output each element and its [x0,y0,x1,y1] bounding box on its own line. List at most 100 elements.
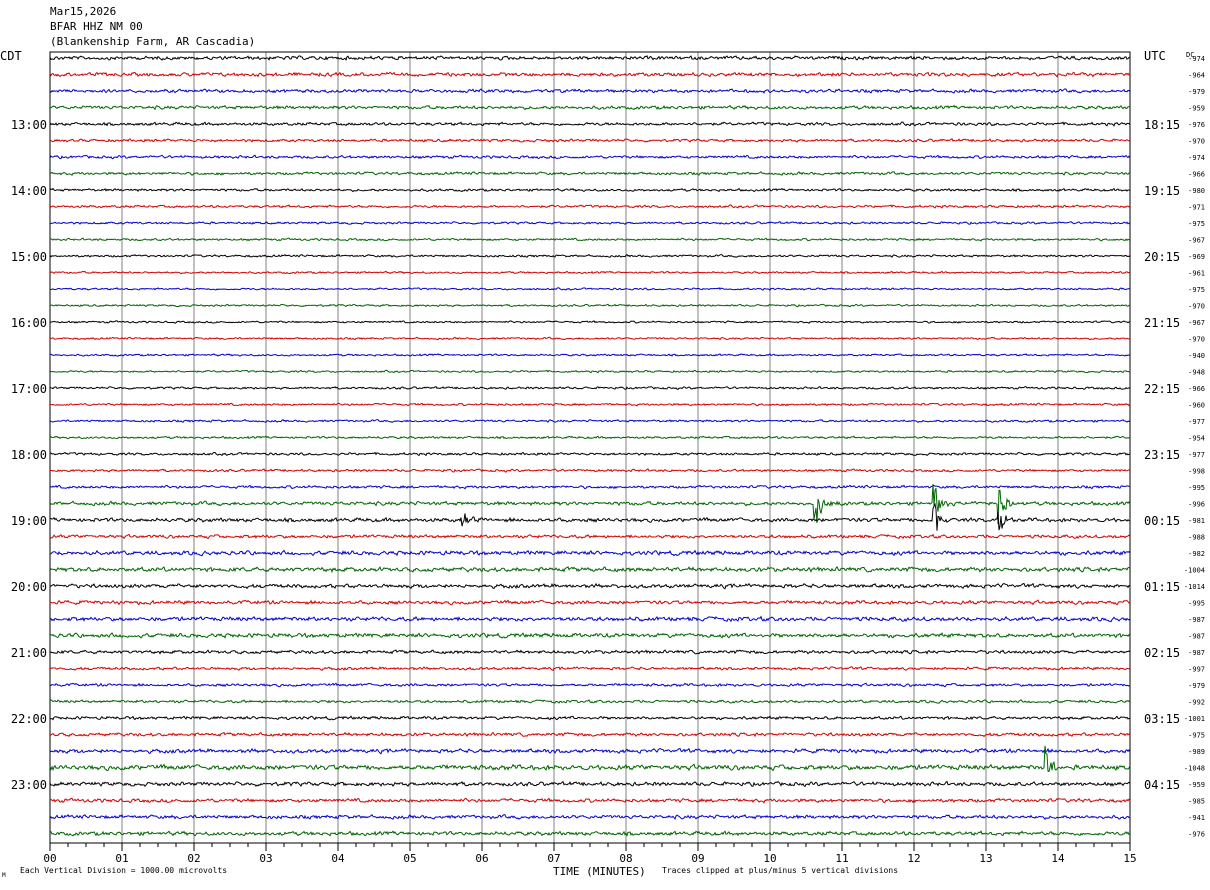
x-tick-label: 04 [331,852,345,865]
trace-line [49,682,1131,688]
trace-line [49,270,1131,275]
dc-offset-label: -1014 [1184,583,1205,591]
trace-line [49,830,1131,837]
dc-offset-label: -998 [1188,468,1205,476]
dc-offset-label: -964 [1188,72,1205,80]
dc-offset-label: -961 [1188,270,1205,278]
trace-line [49,468,1131,473]
dc-offset-label: -966 [1188,171,1205,179]
dc-offset-label: -976 [1188,121,1205,129]
left-hour-label: 23:00 [11,778,47,792]
trace-line [49,204,1131,209]
trace-line [49,402,1131,407]
trace-line [49,715,1131,721]
dc-offset-label: -992 [1188,699,1205,707]
trace-line [49,220,1131,225]
right-hour-label: 22:15 [1144,382,1180,396]
trace-line [49,582,1131,590]
x-tick-label: 15 [1123,852,1136,865]
trace-line [49,104,1131,111]
dc-offset-label: -970 [1188,138,1205,146]
trace-line [49,451,1131,457]
dc-offset-label: -997 [1188,666,1205,674]
x-tick-label: 03 [259,852,272,865]
right-hour-label: 21:15 [1144,316,1180,330]
trace-line [49,745,1131,773]
right-hour-label: 02:15 [1144,646,1180,660]
left-hour-label: 13:00 [11,118,47,132]
dc-offset-label: -975 [1188,732,1205,740]
dc-offset-label: -975 [1188,220,1205,228]
dc-header-label: DC [1186,51,1194,59]
dc-offset-label: -959 [1188,105,1205,113]
dc-offset-label: -988 [1188,534,1205,542]
dc-offset-label: -974 [1188,55,1205,63]
left-hour-label: 16:00 [11,316,47,330]
dc-offset-label: -982 [1188,550,1205,558]
dc-offset-label: -967 [1188,237,1205,245]
dc-offset-label: -989 [1188,748,1205,756]
dc-offset-label: -1048 [1184,765,1205,773]
dc-offset-label: -940 [1188,352,1205,360]
trace-line [49,336,1131,341]
trace-line [49,666,1131,672]
vertical-division-note: Each Vertical Division = 1000.00 microvo… [20,866,228,875]
trace-line [49,566,1131,574]
right-hour-label: 04:15 [1144,778,1180,792]
right-hour-label: 00:15 [1144,514,1180,528]
dc-offset-label: -987 [1188,633,1205,641]
trace-line [49,320,1131,324]
trace-line [49,699,1131,704]
x-tick-label: 07 [547,852,560,865]
dc-offset-label: -977 [1188,451,1205,459]
dc-offset-label: -974 [1188,154,1205,162]
trace-line [49,502,1131,531]
dc-offset-label: -941 [1188,814,1205,822]
x-tick-label: 09 [691,852,704,865]
x-tick-label: 02 [187,852,200,865]
dc-offset-label: -976 [1188,831,1205,839]
dc-offset-label: -981 [1188,517,1205,525]
trace-line [49,731,1131,738]
trace-line [49,369,1131,374]
dc-offset-label: -977 [1188,418,1205,426]
trace-line [49,813,1131,821]
left-timezone-label: CDT [0,49,22,63]
dc-offset-label: -979 [1188,682,1205,690]
trace-line [49,287,1131,291]
left-hour-label: 18:00 [11,448,47,462]
dc-offset-label: -971 [1188,204,1205,212]
left-hour-label: 17:00 [11,382,47,396]
trace-line [49,484,1131,490]
trace-line [49,747,1131,755]
x-tick-label: 13 [979,852,992,865]
dc-offset-label: -980 [1188,187,1205,195]
dc-offset-label: -1001 [1184,715,1205,723]
station-label: BFAR HHZ NM 00 [50,20,143,33]
corner-mark: M [2,872,6,879]
plot-frame [49,51,1131,844]
trace-line [49,780,1131,788]
trace-line [49,549,1131,557]
x-tick-label: 06 [475,852,488,865]
trace-line [49,254,1131,258]
trace-line [49,353,1131,357]
trace-line [49,54,1131,61]
dc-offset-label: -967 [1188,319,1205,327]
trace-line [49,419,1131,423]
date-label: Mar15,2026 [50,5,117,18]
dc-offset-label: -975 [1188,286,1205,294]
trace-line [49,385,1131,390]
dc-offset-label: -996 [1188,501,1205,509]
right-hour-label: 20:15 [1144,250,1180,264]
dc-offset-label: -995 [1188,484,1205,492]
left-hour-label: 22:00 [11,712,47,726]
left-hour-label: 14:00 [11,184,47,198]
right-timezone-label: UTC [1144,49,1166,63]
x-tick-label: 05 [403,852,416,865]
trace-line [49,533,1131,540]
dc-offset-label: -995 [1188,600,1205,608]
location-label: (Blankenship Farm, AR Cascadia) [50,35,256,48]
dc-offset-label: -970 [1188,336,1205,344]
dc-offset-label: -979 [1188,88,1205,96]
